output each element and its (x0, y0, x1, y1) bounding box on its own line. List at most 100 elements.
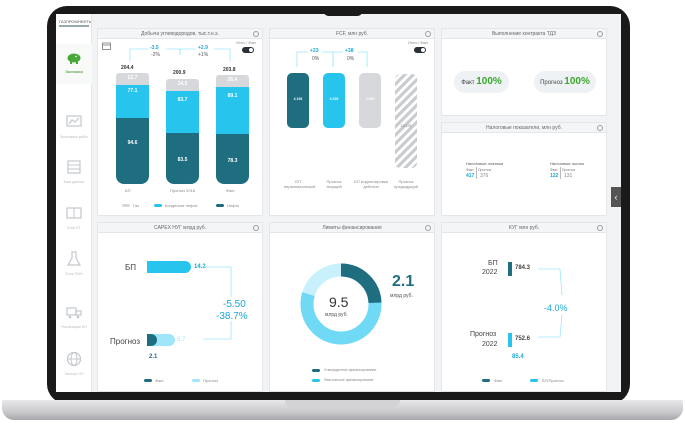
gear-icon[interactable] (597, 125, 603, 131)
panel-title: Лимиты финансирования (270, 223, 434, 233)
capex-bp-bar[interactable] (147, 261, 191, 273)
stacked-bar[interactable]: 22.7 77.1 94.6 (116, 73, 149, 184)
view-toggle[interactable] (242, 47, 254, 53)
fcf-bar[interactable]: 4 192 (287, 73, 309, 128)
kug-panel: КУГ млн руб. БП 2022 784.3 Прогноз 2022 … (441, 222, 607, 392)
chart-icon (66, 115, 82, 127)
gear-icon[interactable] (425, 31, 431, 37)
sidebar-item-sales[interactable]: Реализация НП (56, 299, 92, 339)
legend-swatch (192, 379, 200, 382)
fcf-bar[interactable]: 4 263 (359, 73, 381, 128)
tax-panel: Налоговые показатели, млн руб. Налоговые… (441, 122, 607, 216)
sidebar-item-economy[interactable]: Экономика (56, 44, 92, 84)
view-toggle-label: Итого / Факт (236, 41, 256, 45)
kug-bp-bar[interactable] (508, 262, 512, 276)
delta-connectors (129, 48, 231, 61)
gear-icon[interactable] (253, 225, 259, 231)
delta-pct: 0% (347, 56, 355, 62)
tax-forecast-value: 376 (480, 173, 489, 179)
flask-icon (66, 251, 82, 266)
capex-forecast-label: Прогноз (110, 337, 141, 346)
dashboard-screen: ГАЗПРОМНЕФТЬ Экономика Экономика работ (56, 14, 621, 392)
legend-swatch (312, 379, 320, 382)
legend-swatch (144, 379, 152, 382)
tax-heading: Налоговые льготы (550, 161, 585, 166)
capex-delta-value: -5.50 (223, 299, 246, 310)
tax-fact-value: 417 (466, 173, 475, 179)
delta-value: -3.5 (150, 45, 159, 51)
globe-icon (66, 351, 82, 367)
divider (560, 167, 561, 179)
kug-forecast-value: 752.6 (515, 336, 531, 342)
delta-pct: -2% (151, 52, 160, 58)
legend-label: Газ (133, 203, 139, 208)
x-tick-label: БП (125, 188, 131, 193)
fact-value: 100% (476, 76, 502, 87)
collapse-panel-button[interactable]: ‹ (611, 187, 621, 207)
production-panel: Добыча углеводородов, тыс.т.н.э. Итого /… (97, 28, 263, 216)
panel-title: КУГ млн руб. (442, 223, 606, 233)
bar-segment-gas: 24.5 (166, 79, 199, 91)
sidebar-item-block-pt[interactable]: Блок ПТ (56, 200, 92, 240)
legend-label: Утвержденное финансирование (324, 368, 377, 372)
legend-swatch (482, 379, 490, 382)
kug-forecast-year: 2022 (482, 341, 498, 348)
sidebar-item-block-omn[interactable]: Блок ОМН (56, 246, 92, 286)
delta-value: +2.9 (198, 45, 208, 51)
sidebar-item-label: База данных (63, 180, 85, 184)
capex-fact-value: 2.1 (149, 354, 158, 360)
panel-title: FCF, млн руб. (270, 29, 434, 39)
contract-fact-pill: Факт 100% (454, 71, 509, 93)
capex-panel: CAPEX НУГ млрд руб. БП 14.2 Прогноз 5.7 … (97, 222, 263, 392)
capex-delta-pct: -38.7% (216, 311, 248, 322)
kug-bp-label: БП (488, 260, 498, 267)
financing-donut[interactable] (300, 263, 382, 345)
sidebar-item-label: Блок ПТ (67, 226, 81, 230)
capex-fact-bar[interactable] (147, 334, 157, 346)
fact-label: Факт (461, 80, 475, 86)
sidebar-item-label: Реализация НП (61, 325, 87, 329)
delta-pct: 0% (312, 56, 320, 62)
forecast-label: Прогноз (540, 80, 563, 86)
legend-label: Факт (494, 378, 503, 383)
tax-forecast-label: Прогноз (478, 168, 492, 172)
x-tick-label: Прогноз предыдущий (394, 179, 418, 189)
fcf-bar[interactable]: 4 225 (323, 73, 345, 128)
stacked-bar[interactable]: 24.5 83.7 83.5 (166, 79, 199, 184)
gear-icon[interactable] (425, 225, 431, 231)
panel-title: CAPEX НУГ млрд руб. (98, 223, 262, 233)
kug-forecast-bar[interactable] (508, 333, 512, 347)
camera-notch (323, 6, 363, 16)
piggy-bank-icon (67, 53, 81, 64)
x-tick-label: Прогноз 2018 (170, 188, 196, 193)
delta-pct: +1% (198, 52, 209, 58)
financing-center-unit: млрд руб. (325, 312, 348, 318)
tax-forecast-value: 131 (564, 173, 573, 179)
view-toggle[interactable] (414, 47, 426, 53)
x-tick-label: Факт (226, 188, 235, 193)
legend-label: Прогноз (203, 378, 219, 383)
bar-segment-gas: 22.7 (116, 73, 149, 85)
kug-bp-year: 2022 (482, 269, 498, 276)
x-tick-label: БП первоначальный (284, 179, 316, 189)
sidebar-item-economy-works[interactable]: Экономика работ (56, 109, 92, 149)
gear-icon[interactable] (253, 31, 259, 37)
laptop-base (2, 400, 683, 420)
gear-icon[interactable] (597, 31, 603, 37)
panel-title: Добыча углеводородов, тыс.т.н.э. (98, 29, 262, 39)
tax-fact-label: Факт (550, 168, 558, 172)
bar-total: 204.4 (121, 65, 134, 71)
calendar-icon[interactable] (102, 42, 111, 50)
gear-icon[interactable] (597, 225, 603, 231)
sidebar-item-label: Экономика (65, 70, 83, 74)
capex-forecast-value: 5.7 (177, 337, 186, 343)
fcf-bar-hatched[interactable]: 13 123 (395, 74, 417, 168)
x-tick-label: БП корректировка дебитов (354, 179, 388, 189)
panel-title: Налоговые показатели, млн руб. (442, 123, 606, 133)
sidebar-item-export[interactable]: Экспорт НП (56, 346, 92, 386)
legend-swatch (216, 204, 224, 207)
logo: ГАЗПРОМНЕФТЬ (59, 19, 92, 24)
sidebar-item-database[interactable]: База данных (56, 154, 92, 194)
stacked-bar[interactable]: 26.4 89.1 78.3 (216, 75, 249, 184)
